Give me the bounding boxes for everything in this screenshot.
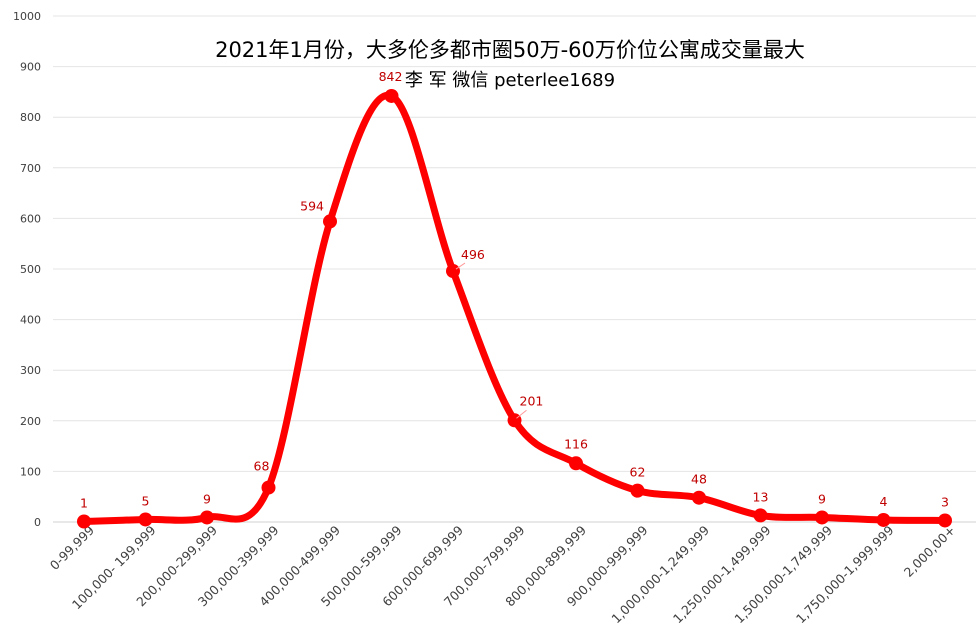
data-point	[200, 510, 214, 525]
chart-title: 2021年1月份，大多伦多都市圈50万-60万价位公寓成交量最大	[215, 38, 805, 62]
data-label: 68	[254, 459, 270, 474]
y-axis-ticks: 0 100 200 300 400 500 600 700 800 900 1000	[13, 10, 41, 529]
chart-subtitle: 李 军 微信 peterlee1689	[405, 70, 615, 91]
data-point	[815, 510, 829, 525]
data-label: 3	[941, 494, 949, 509]
data-label: 5	[142, 493, 150, 508]
data-labels: 1 5 9 68 594 842 496 201 116 62 48 13 9 4 3	[80, 69, 949, 511]
y-tick-label: 200	[20, 415, 41, 428]
data-label: 4	[880, 494, 888, 509]
data-point	[138, 512, 153, 527]
data-label: 9	[818, 491, 826, 506]
y-tick-label: 500	[20, 263, 41, 276]
data-label: 13	[753, 489, 769, 504]
data-point	[692, 490, 706, 505]
leader-line	[516, 409, 527, 419]
data-label: 1	[80, 495, 88, 510]
leader-line	[455, 262, 466, 270]
y-tick-label: 0	[34, 516, 41, 529]
series	[77, 88, 952, 529]
x-tick-label: 0-99,999	[47, 522, 97, 572]
y-tick-label: 800	[20, 111, 41, 124]
data-label: 48	[691, 472, 707, 487]
y-tick-label: 700	[20, 162, 41, 175]
series-line	[80, 91, 949, 525]
data-label: 9	[203, 491, 211, 506]
data-label: 496	[461, 247, 485, 262]
data-label: 116	[564, 436, 588, 451]
y-tick-label: 900	[20, 61, 41, 74]
y-tick-label: 400	[20, 314, 41, 327]
data-point	[938, 513, 952, 528]
y-tick-label: 1000	[13, 10, 41, 23]
x-tick-label: 2,000,00+	[901, 523, 958, 580]
data-point	[261, 480, 276, 495]
data-point	[77, 514, 91, 529]
data-point	[446, 264, 460, 279]
y-tick-label: 600	[20, 212, 41, 225]
data-label: 842	[379, 69, 403, 84]
data-label: 201	[520, 393, 544, 408]
data-point	[569, 456, 583, 471]
data-point	[323, 214, 337, 229]
gridlines	[53, 15, 976, 523]
y-tick-label: 100	[20, 465, 41, 478]
data-label: 594	[300, 198, 324, 213]
data-label: 62	[630, 465, 646, 480]
data-point	[630, 483, 645, 498]
data-point	[753, 508, 768, 523]
data-point	[876, 512, 891, 527]
y-tick-label: 300	[20, 364, 41, 377]
data-point	[384, 88, 399, 103]
